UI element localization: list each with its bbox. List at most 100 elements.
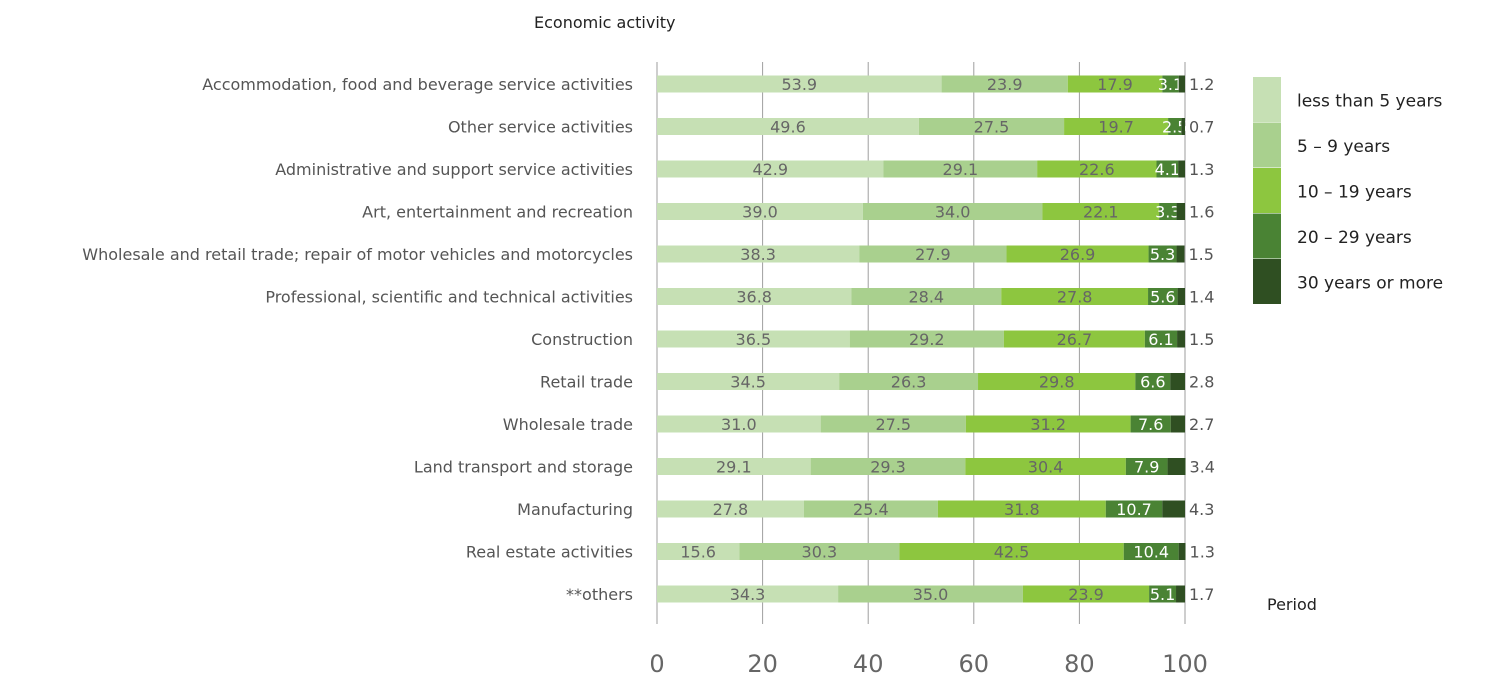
data-label: 27.8: [713, 500, 749, 519]
category-label: Other service activities: [448, 118, 633, 137]
data-label: 25.4: [853, 500, 889, 519]
data-label: 10.4: [1133, 543, 1169, 562]
data-label: 7.9: [1134, 458, 1159, 477]
x-tick-label: 20: [747, 650, 778, 678]
data-label: 23.9: [1068, 585, 1104, 604]
bar-segment: [862, 203, 1043, 220]
bar-segment: [849, 330, 1004, 348]
bar-segment: [883, 160, 1038, 178]
data-label: 27.9: [915, 245, 951, 264]
data-label: 31.2: [1030, 415, 1066, 434]
bar-segment: [1135, 373, 1171, 390]
data-label: 34.5: [730, 373, 766, 392]
data-label: 2.5: [1162, 118, 1187, 137]
data-label: 42.5: [994, 543, 1030, 562]
data-label: 1.3: [1190, 543, 1215, 562]
bar-segment: [657, 203, 863, 220]
data-label: 15.6: [680, 543, 716, 562]
data-label: 1.6: [1189, 203, 1214, 222]
data-label: 17.9: [1097, 75, 1133, 94]
data-label: 29.3: [870, 458, 906, 477]
legend-swatch: [1253, 259, 1281, 304]
bar-segment: [1162, 75, 1179, 93]
bar-segment: [657, 543, 740, 560]
data-label: 31.0: [721, 415, 757, 434]
data-label: 36.8: [736, 288, 772, 307]
bar-segment: [1006, 245, 1149, 263]
bar-segment: [1170, 373, 1185, 390]
bar-segment: [965, 415, 1131, 433]
x-axis-ticks: 0 20 40 60 80 100: [649, 650, 1208, 678]
bar-segment: [838, 585, 1023, 603]
category-label: **others: [566, 585, 633, 604]
data-label: 7.6: [1138, 415, 1163, 434]
legend-title: Period: [1267, 595, 1317, 614]
legend-label: 30 years or more: [1297, 274, 1443, 294]
data-label: 1.5: [1189, 330, 1214, 349]
bar-segment: [1130, 415, 1171, 433]
data-label: 3.3: [1155, 203, 1180, 222]
bar-segment: [657, 245, 860, 263]
bar-segment: [1003, 330, 1145, 348]
data-label: 30.4: [1028, 458, 1064, 477]
data-label: 42.9: [752, 160, 788, 179]
bar-segment: [1176, 585, 1185, 603]
category-labels: Accommodation, food and beverage service…: [82, 75, 633, 604]
data-label: 28.4: [908, 288, 944, 307]
data-label: 34.0: [935, 203, 971, 222]
data-label: 4.3: [1189, 500, 1214, 519]
data-label: 1.2: [1189, 75, 1214, 94]
bar-segment: [1177, 288, 1185, 305]
bar-segment: [941, 75, 1068, 93]
data-label: 29.8: [1039, 373, 1075, 392]
bar-segment: [1149, 585, 1177, 603]
bar-segment: [657, 458, 811, 475]
bar-segment: [1162, 500, 1185, 518]
bar-segment: [1148, 288, 1178, 305]
data-label: 27.5: [974, 118, 1010, 137]
data-label: 26.9: [1060, 245, 1096, 264]
bar-segment: [1177, 330, 1185, 348]
x-tick-label: 80: [1064, 650, 1095, 678]
category-label: Administrative and support service activ…: [275, 160, 633, 179]
bar-segment: [859, 245, 1007, 263]
bar-segment: [1170, 415, 1185, 433]
category-label: Wholesale and retail trade; repair of mo…: [82, 245, 633, 264]
category-label: Retail trade: [540, 373, 633, 392]
legend-label: 10 – 19 years: [1297, 183, 1412, 203]
data-label: 39.0: [742, 203, 778, 222]
data-label: 26.3: [891, 373, 927, 392]
bar-segment: [1176, 203, 1185, 220]
data-label: 22.1: [1083, 203, 1119, 222]
category-label: Real estate activities: [466, 543, 633, 562]
data-label: 4.1: [1155, 160, 1180, 179]
bar-segment: [739, 543, 900, 560]
bar-segment: [1067, 75, 1163, 93]
bar-segment: [657, 330, 850, 348]
data-label: 26.7: [1057, 330, 1093, 349]
bar-segment: [899, 543, 1124, 560]
bar-segment: [820, 415, 966, 433]
legend-label: less than 5 years: [1297, 92, 1442, 112]
category-label: Land transport and storage: [414, 458, 633, 477]
data-label: 1.3: [1189, 160, 1214, 179]
legend-label: 5 – 9 years: [1297, 137, 1390, 157]
category-label: Accommodation, food and beverage service…: [202, 75, 633, 94]
bars: 53.9 23.9 17.9 3.1 1.2 49.6 27.5 19.7 2.5 0.7 42.9…: [657, 75, 1215, 604]
data-label: 23.9: [987, 75, 1023, 94]
bar-segment: [1144, 330, 1178, 348]
bar-segment: [657, 373, 840, 390]
data-label: 1.5: [1188, 245, 1213, 264]
bar-segment: [1176, 245, 1185, 263]
legend-swatch: [1253, 122, 1281, 168]
bar-segment: [657, 160, 884, 178]
data-label: 0.7: [1189, 118, 1214, 137]
data-label: 6.1: [1148, 330, 1173, 349]
bar-segment: [657, 118, 919, 135]
data-label: 1.4: [1189, 288, 1214, 307]
bar-segment: [803, 500, 938, 518]
category-label: Professional, scientific and technical a…: [265, 288, 633, 307]
bar-segment: [1123, 543, 1179, 560]
data-label: 5.1: [1150, 585, 1175, 604]
data-label: 49.6: [770, 118, 806, 137]
